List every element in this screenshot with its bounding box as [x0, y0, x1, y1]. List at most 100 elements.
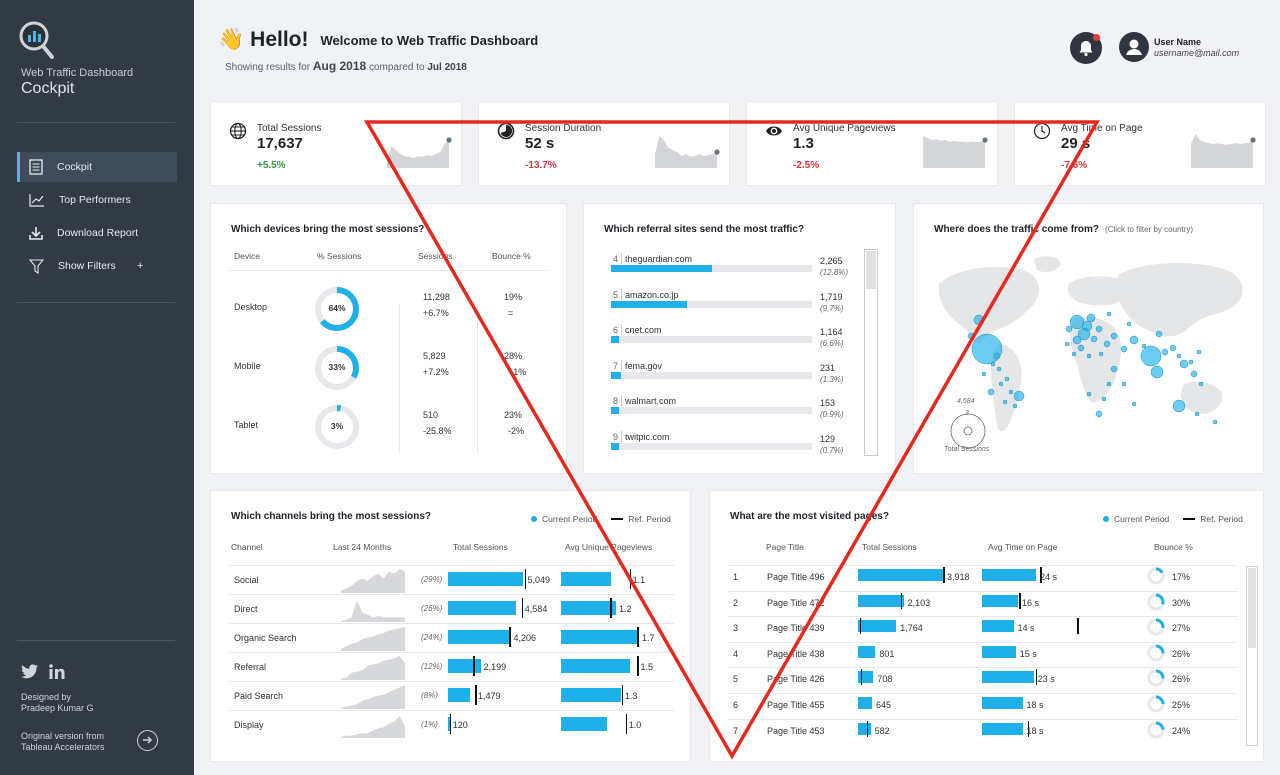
country-bubble[interactable]	[1095, 410, 1103, 418]
sidebar-item-show-filters[interactable]: Show Filters +	[17, 251, 177, 281]
country-bubble[interactable]	[1110, 332, 1118, 340]
page-title[interactable]: Page Title 439	[767, 623, 825, 634]
page-sessions-bar[interactable]	[858, 620, 897, 633]
channel-name[interactable]: Social	[234, 575, 259, 585]
sidebar-item-download-report[interactable]: Download Report	[17, 218, 177, 248]
channel-pageviews-bar[interactable]	[561, 572, 612, 586]
page-sessions-bar[interactable]	[858, 569, 943, 581]
page-time-bar[interactable]	[982, 671, 1034, 684]
country-bubble[interactable]	[1086, 391, 1092, 397]
country-bubble[interactable]	[1004, 376, 1010, 382]
country-bubble[interactable]	[1095, 325, 1103, 333]
country-bubble[interactable]	[1131, 401, 1137, 407]
page-title[interactable]: Page Title 455	[767, 700, 825, 710]
country-bubble[interactable]	[1196, 349, 1202, 355]
scrollbar-thumb[interactable]	[1248, 568, 1256, 648]
country-bubble[interactable]	[1172, 399, 1186, 413]
page-sessions-bar[interactable]	[858, 722, 871, 735]
country-bubble[interactable]	[1141, 343, 1147, 349]
country-bubble[interactable]	[993, 352, 1001, 360]
country-bubble[interactable]	[1008, 389, 1014, 395]
country-bubble[interactable]	[1072, 335, 1082, 345]
country-bubble[interactable]	[987, 388, 995, 396]
country-bubble[interactable]	[1103, 340, 1111, 348]
country-bubble[interactable]	[1086, 313, 1096, 323]
country-bubble[interactable]	[1101, 396, 1107, 402]
page-title[interactable]: Page Title 472	[767, 597, 825, 608]
channel-sessions-bar[interactable]	[448, 688, 470, 702]
referral-bar[interactable]	[611, 371, 622, 379]
page-time-bar[interactable]	[982, 569, 1036, 581]
page-sessions-bar[interactable]	[858, 594, 904, 607]
kpi-card[interactable]: Avg Unique Pageviews 1.3 -2.5%	[746, 101, 998, 186]
referral-site[interactable]: amazon.co.jp	[625, 289, 679, 300]
page-time-bar[interactable]	[982, 722, 1023, 735]
channel-pageviews-bar[interactable]	[561, 601, 617, 615]
channels-header-pageviews[interactable]: Avg Unique Pageviews	[565, 542, 653, 552]
country-bubble[interactable]	[1086, 353, 1092, 359]
country-bubble[interactable]	[1106, 381, 1112, 387]
kpi-card[interactable]: Total Sessions 17,637 +5.5%	[210, 101, 462, 186]
page-title[interactable]: Page Title 438	[767, 648, 825, 659]
channel-name[interactable]: Direct	[234, 604, 258, 614]
page-title[interactable]: Page Title 496	[767, 572, 825, 582]
page-time-bar[interactable]	[982, 620, 1014, 633]
country-bubble[interactable]	[1120, 345, 1128, 353]
channel-sessions-bar[interactable]	[448, 572, 523, 586]
pages-header-sessions[interactable]: Total Sessions	[862, 542, 917, 552]
devices-header-bounce[interactable]: Bounce %	[492, 251, 531, 261]
page-time-bar[interactable]	[982, 594, 1018, 607]
page-title[interactable]: Page Title 426	[767, 674, 825, 685]
device-name[interactable]: Tablet	[234, 420, 259, 430]
device-name[interactable]: Mobile	[234, 361, 261, 371]
country-bubble[interactable]	[1106, 311, 1112, 317]
country-bubble[interactable]	[1071, 351, 1077, 357]
country-bubble[interactable]	[1090, 335, 1098, 343]
channel-name[interactable]: Paid Search	[234, 691, 284, 701]
channels-header-trend[interactable]: Last 24 Months	[333, 542, 392, 552]
country-bubble[interactable]	[981, 371, 987, 377]
country-bubble[interactable]	[1212, 419, 1218, 425]
channel-pageviews-bar[interactable]	[561, 688, 621, 702]
country-bubble[interactable]	[1161, 348, 1169, 356]
sidebar-item-top-performers[interactable]: Top Performers	[17, 185, 177, 215]
country-bubble[interactable]	[1098, 351, 1104, 357]
referral-site[interactable]: fema.gov	[625, 360, 663, 371]
country-bubble[interactable]	[1190, 370, 1198, 378]
country-bubble[interactable]	[1176, 353, 1182, 359]
channel-name[interactable]: Organic Search	[234, 633, 297, 643]
page-time-bar[interactable]	[982, 697, 1023, 709]
country-bubble[interactable]	[1012, 403, 1018, 409]
referral-site[interactable]: theguardian.com	[625, 254, 693, 264]
kpi-card[interactable]: Session Duration 52 s -13.7%	[478, 101, 730, 186]
referrals-scrollbar[interactable]	[864, 249, 878, 456]
country-bubble[interactable]	[990, 361, 996, 367]
country-bubble[interactable]	[967, 332, 975, 340]
country-bubble[interactable]	[1013, 390, 1025, 402]
country-bubble[interactable]	[1188, 359, 1194, 365]
scrollbar-thumb[interactable]	[866, 251, 876, 289]
country-bubble[interactable]	[971, 333, 1003, 365]
referral-bar[interactable]	[611, 265, 712, 272]
referral-bar[interactable]	[611, 443, 619, 450]
pages-header-bounce[interactable]: Bounce %	[1154, 542, 1193, 552]
linkedin-icon[interactable]	[49, 664, 65, 679]
channel-sessions-bar[interactable]	[448, 630, 511, 644]
twitter-icon[interactable]	[21, 664, 39, 679]
country-bubble[interactable]	[1126, 321, 1132, 327]
country-bubble[interactable]	[1077, 344, 1085, 352]
country-bubble[interactable]	[1121, 381, 1127, 387]
kpi-card[interactable]: Avg Time on Page 29 s -7.6%	[1014, 101, 1266, 186]
country-bubble[interactable]	[1064, 341, 1070, 347]
referral-bar[interactable]	[611, 336, 619, 344]
sidebar-item-cockpit[interactable]: Cockpit	[17, 152, 177, 182]
device-name[interactable]: Desktop	[234, 302, 268, 312]
devices-header-pct[interactable]: % Sessions	[317, 251, 362, 261]
page-title[interactable]: Page Title 453	[767, 725, 825, 736]
country-bubble[interactable]	[1002, 399, 1008, 405]
country-bubble[interactable]	[973, 314, 985, 326]
pages-scrollbar[interactable]	[1246, 566, 1258, 746]
country-bubble[interactable]	[996, 366, 1002, 372]
country-bubble[interactable]	[1194, 411, 1200, 417]
channels-header-sessions[interactable]: Total Sessions	[453, 542, 508, 552]
